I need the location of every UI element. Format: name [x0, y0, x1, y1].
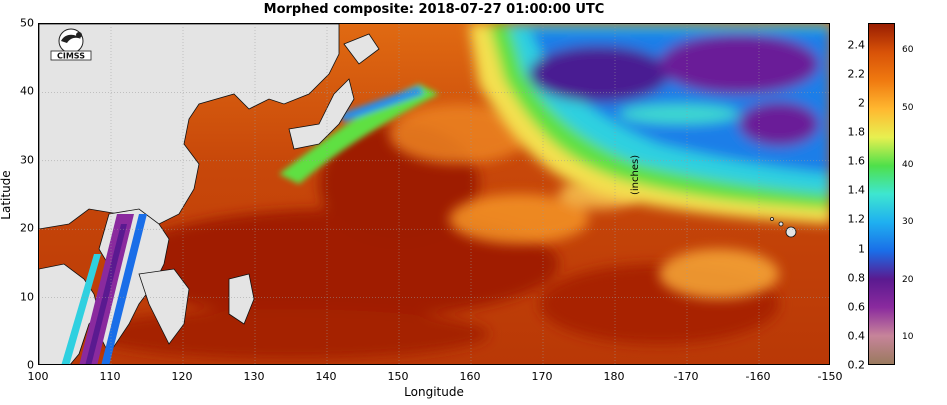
colorbar-left-tick: 1.2	[847, 212, 866, 226]
colorbar-unit-label: (inches)	[630, 154, 641, 195]
colorbar-right-tick: 60	[902, 45, 914, 56]
x-tick-label: -170	[673, 370, 699, 383]
x-tick-label: 120	[171, 370, 193, 383]
colorbar-right-tick: 20	[902, 274, 914, 285]
colorbar-right-tick: 30	[902, 217, 914, 228]
colorbar	[868, 23, 895, 365]
colorbar-left-tick: 2.2	[847, 67, 866, 81]
x-tick-label: 160	[459, 370, 481, 383]
x-tick-label: -150	[817, 370, 843, 383]
logo-text: CIMSS	[57, 52, 85, 61]
dry-air-mass	[469, 24, 829, 224]
map-plot-area	[38, 23, 830, 365]
x-tick-label: 100	[27, 370, 49, 383]
colorbar-left-tick: 0.6	[847, 300, 866, 314]
colorbar-left-tick: 1.4	[847, 183, 866, 197]
y-tick-label: 50	[20, 16, 34, 30]
x-tick-label: 150	[387, 370, 409, 383]
y-tick-label: 20	[20, 221, 34, 235]
y-tick-label: 0	[27, 358, 34, 372]
colorbar-left-tick: 1.8	[847, 125, 866, 139]
dry-patches	[389, 104, 779, 299]
x-tick-label: 140	[315, 370, 337, 383]
x-tick-label: 110	[99, 370, 121, 383]
cimss-logo-icon: CIMSS	[50, 28, 92, 61]
x-tick-label: 180	[603, 370, 625, 383]
x-tick-label: 170	[531, 370, 553, 383]
y-axis-label: Latitude	[0, 170, 13, 220]
x-tick-label: 130	[243, 370, 265, 383]
hawaii-islands	[770, 217, 797, 238]
colorbar-left-tick: 0.4	[847, 329, 866, 343]
colorbar-left-tick: 0.8	[847, 271, 866, 285]
colorbar-left-tick: 1	[858, 242, 865, 256]
x-tick-label: -160	[745, 370, 771, 383]
colorbar-left-tick: 1.6	[847, 154, 866, 168]
tpw-map	[39, 24, 829, 364]
colorbar-right-tick: 40	[902, 160, 914, 171]
colorbar-right-tick: 10	[902, 331, 914, 342]
colorbar-left-tick: 0.2	[847, 358, 866, 372]
graticule	[39, 24, 829, 364]
y-tick-label: 10	[20, 290, 34, 304]
colorbar-right-tick: 50	[902, 102, 914, 113]
y-tick-label: 40	[20, 84, 34, 98]
chart-title: Morphed composite: 2018-07-27 01:00:00 U…	[263, 2, 605, 17]
colorbar-left-tick: 2.4	[847, 38, 866, 52]
colorbar-left-tick: 2	[858, 96, 865, 110]
x-axis-label: Longitude	[404, 385, 464, 399]
satellite-swath	[61, 214, 147, 364]
y-tick-label: 30	[20, 153, 34, 167]
